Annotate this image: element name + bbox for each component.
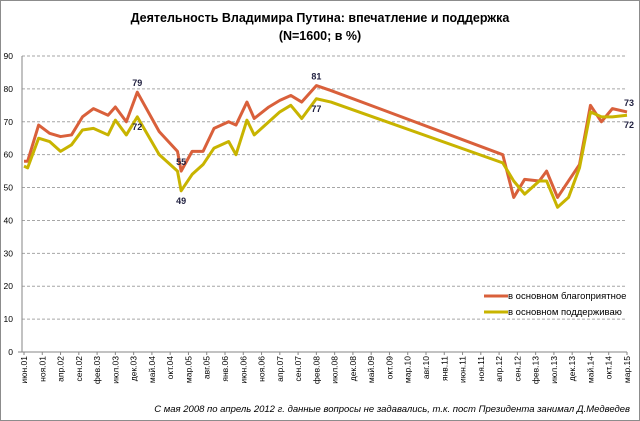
x-tick-label: апр.07 bbox=[275, 356, 285, 382]
x-tick-label: фев.03 bbox=[92, 356, 102, 384]
x-tick-label: сен.12 bbox=[512, 356, 522, 382]
data-label: 72 bbox=[624, 120, 634, 130]
y-tick-label: 10 bbox=[4, 314, 14, 324]
y-tick-label: 30 bbox=[4, 248, 14, 258]
x-tick-label: сен.02 bbox=[74, 356, 84, 382]
x-tick-label: июл.03 bbox=[110, 356, 120, 384]
chart-title: Деятельность Владимира Путина: впечатлен… bbox=[130, 11, 510, 25]
x-tick-label: июн.06 bbox=[238, 356, 248, 384]
x-tick-label: май.04 bbox=[147, 356, 157, 383]
x-tick-label: июл.13 bbox=[549, 356, 559, 384]
x-tick-label: дек.13 bbox=[567, 356, 577, 381]
x-tick-label: ноя.11 bbox=[476, 356, 486, 381]
legend-label: в основном поддерживаю bbox=[508, 307, 622, 318]
y-tick-label: 0 bbox=[8, 347, 13, 357]
x-tick-label: апр.12 bbox=[494, 356, 504, 382]
x-tick-label: мар.15 bbox=[622, 356, 632, 383]
x-tick-label: окт.09 bbox=[384, 356, 394, 380]
x-tick-label: ноя.01 bbox=[37, 356, 47, 382]
data-label: 73 bbox=[624, 98, 634, 108]
x-tick-label: дек.08 bbox=[348, 356, 358, 381]
data-label: 77 bbox=[311, 104, 321, 114]
x-tick-label: июл.08 bbox=[330, 356, 340, 384]
y-tick-label: 20 bbox=[4, 281, 14, 291]
x-tick-label: окт.14 bbox=[604, 356, 614, 380]
x-tick-label: фев.13 bbox=[531, 356, 541, 384]
x-tick-label: авг.05 bbox=[202, 356, 212, 379]
x-tick-label: янв.11 bbox=[439, 356, 449, 381]
y-tick-label: 60 bbox=[4, 150, 14, 160]
x-tick-label: фев.08 bbox=[311, 356, 321, 384]
data-label: 55 bbox=[176, 157, 186, 167]
y-tick-label: 50 bbox=[4, 183, 14, 193]
footnote: С мая 2008 по апрель 2012 г. данные вопр… bbox=[154, 404, 630, 415]
x-tick-label: авг.10 bbox=[421, 356, 431, 379]
x-tick-label: янв.06 bbox=[220, 356, 230, 382]
x-tick-label: май.14 bbox=[585, 356, 595, 383]
x-tick-label: окт.04 bbox=[165, 356, 175, 380]
x-tick-label: июн.11 bbox=[458, 356, 468, 383]
legend-label: в основном благоприятное bbox=[508, 291, 626, 302]
y-tick-label: 40 bbox=[4, 215, 14, 225]
y-tick-label: 70 bbox=[4, 117, 14, 127]
x-tick-label: апр.02 bbox=[56, 356, 66, 382]
x-tick-label: ноя.06 bbox=[257, 356, 267, 382]
series-line-1 bbox=[24, 84, 628, 199]
y-tick-label: 80 bbox=[4, 84, 14, 94]
data-label: 72 bbox=[132, 122, 142, 132]
series-line-2 bbox=[23, 97, 628, 209]
x-tick-label: дек.03 bbox=[129, 356, 139, 381]
chart-subtitle: (N=1600; в %) bbox=[278, 29, 362, 43]
data-label: 79 bbox=[132, 78, 142, 88]
x-tick-label: июн.01 bbox=[19, 356, 29, 384]
x-tick-label: мар.05 bbox=[183, 356, 193, 383]
x-tick-label: сен.07 bbox=[293, 356, 303, 382]
x-tick-label: май.09 bbox=[366, 356, 376, 383]
y-tick-label: 90 bbox=[4, 51, 14, 61]
data-label: 49 bbox=[176, 196, 186, 206]
x-tick-label: мар.10 bbox=[403, 356, 413, 383]
data-label: 81 bbox=[311, 72, 321, 82]
